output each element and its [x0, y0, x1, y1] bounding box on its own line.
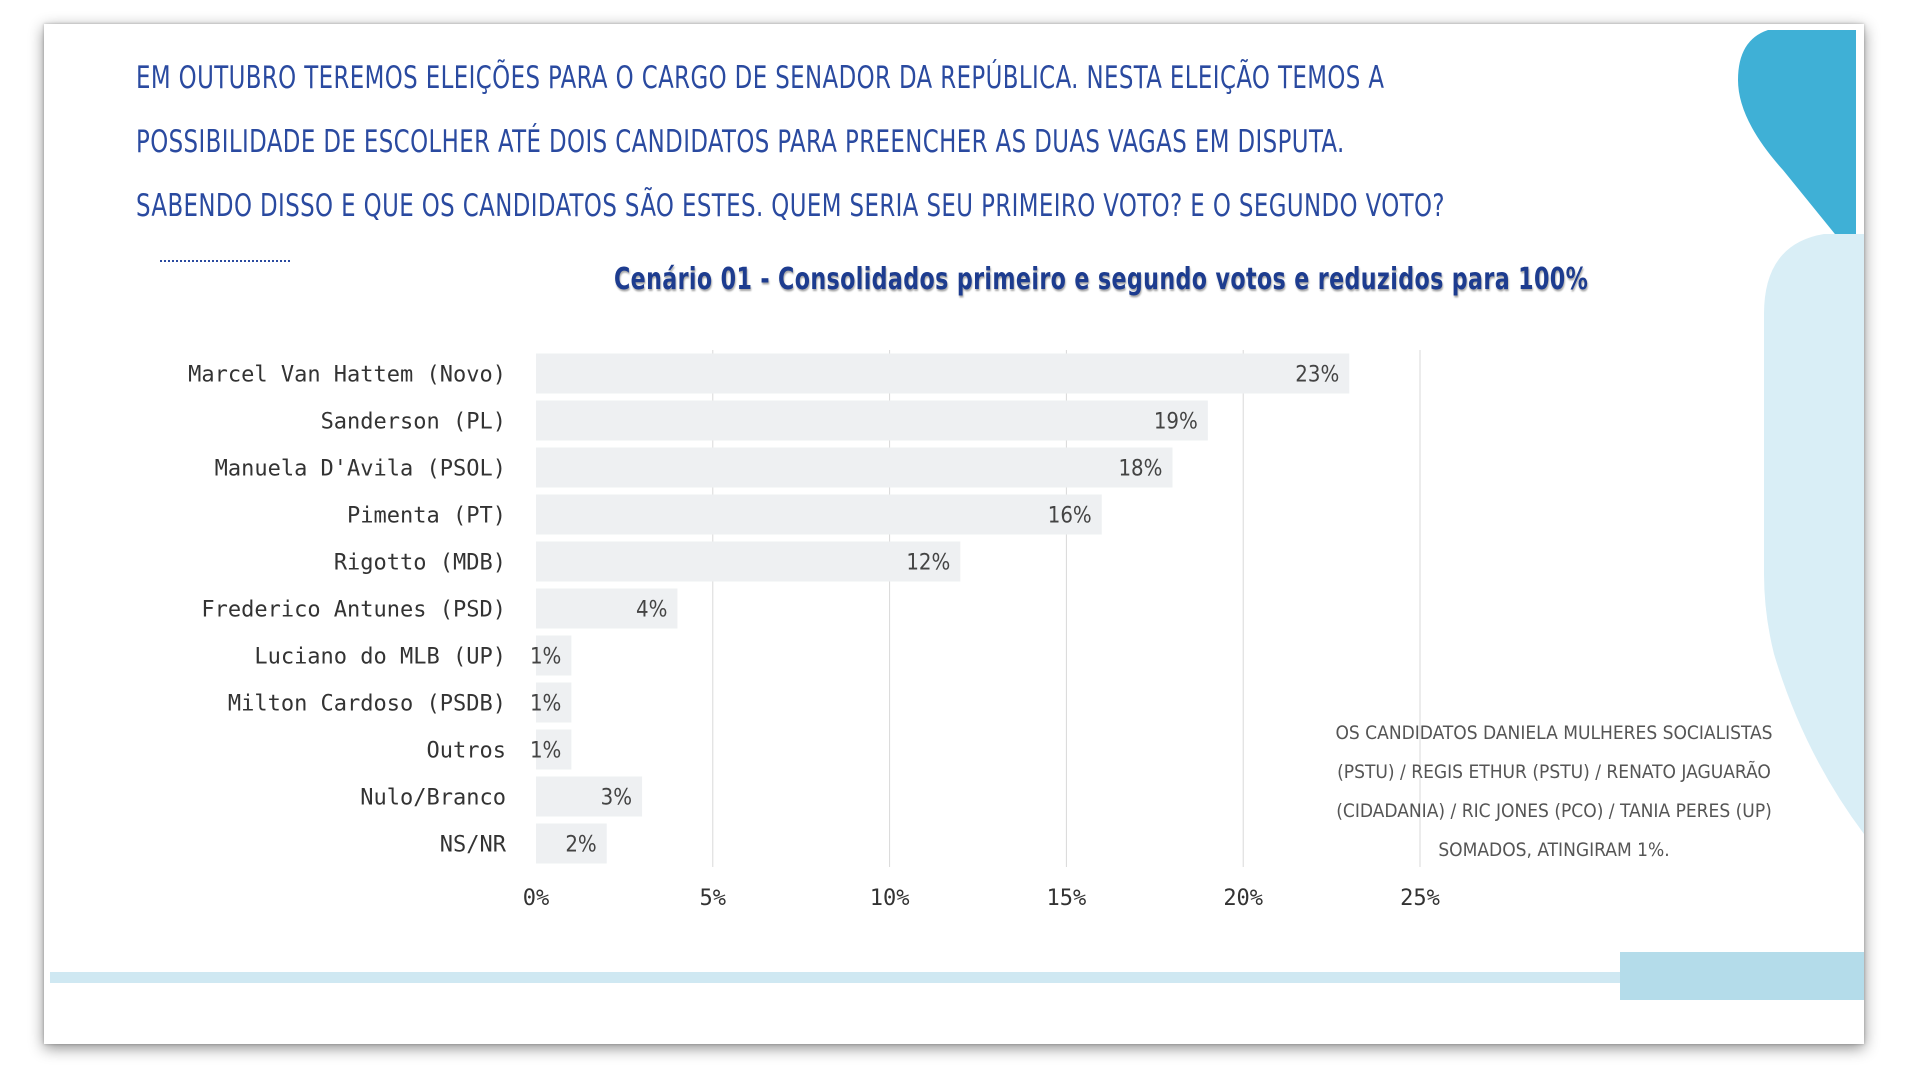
data-label: 18%: [1118, 457, 1162, 482]
bar: [536, 400, 1208, 441]
chart-title: Cenário 01 - Consolidados primeiro e seg…: [614, 262, 1589, 297]
question-line-1: Em outubro teremos eleições para o cargo…: [136, 60, 1385, 96]
corner-decoration: [1738, 30, 1856, 260]
data-label: 12%: [906, 551, 950, 576]
category-label: Luciano do MLB (UP): [254, 645, 506, 670]
bar: [536, 588, 678, 629]
data-label: 1%: [530, 692, 561, 717]
slide: Em outubro teremos eleições para o cargo…: [44, 24, 1864, 1044]
x-tick-label: 10%: [870, 886, 910, 911]
category-label: Sanderson (PL): [321, 410, 506, 435]
x-tick-label: 20%: [1223, 886, 1263, 911]
category-label: Milton Cardoso (PSDB): [228, 692, 506, 717]
data-label: 19%: [1154, 410, 1198, 435]
category-label: Pimenta (PT): [347, 504, 506, 529]
bar-chart: Marcel Van Hattem (Novo) 23% Sanderson (PL…: [188, 350, 1440, 911]
x-tick-label: 0%: [523, 886, 550, 911]
dotted-divider: [160, 260, 290, 262]
data-label: 4%: [636, 598, 667, 623]
bar: [536, 541, 961, 582]
bar: [536, 682, 572, 723]
category-label: Marcel Van Hattem (Novo): [188, 363, 506, 388]
category-label: Rigotto (MDB): [334, 551, 506, 576]
bar: [536, 823, 607, 864]
question-line-2: possibilidade de escolher até dois candi…: [136, 124, 1345, 160]
category-label: Frederico Antunes (PSD): [201, 598, 506, 623]
bar: [536, 494, 1102, 535]
survey-question: Em outubro teremos eleições para o cargo…: [136, 46, 1445, 238]
data-label: 23%: [1295, 363, 1339, 388]
data-label: 3%: [601, 786, 632, 811]
x-tick-label: 25%: [1400, 886, 1440, 911]
category-label: Outros: [427, 739, 506, 764]
category-label: Manuela D'Avila (PSOL): [215, 457, 506, 482]
x-tick-label: 15%: [1047, 886, 1087, 911]
bar: [536, 447, 1173, 488]
bottom-box: [1620, 952, 1864, 1000]
bar: [536, 776, 643, 817]
data-label: 16%: [1048, 504, 1092, 529]
category-label: Nulo/Branco: [360, 786, 506, 811]
data-label: 1%: [530, 645, 561, 670]
data-label: 1%: [530, 739, 561, 764]
bar: [536, 353, 1350, 394]
data-label: 2%: [565, 833, 596, 858]
bar: [536, 635, 572, 676]
side-decoration: [1764, 234, 1864, 834]
question-line-3: Sabendo disso e que os candidatos são es…: [136, 188, 1445, 224]
footnote: Os candidatos Daniela Mulheres Socialist…: [1335, 722, 1773, 861]
bottom-bar: [50, 972, 1775, 983]
category-label: NS/NR: [440, 833, 507, 858]
bar: [536, 729, 572, 770]
x-tick-label: 5%: [700, 886, 727, 911]
